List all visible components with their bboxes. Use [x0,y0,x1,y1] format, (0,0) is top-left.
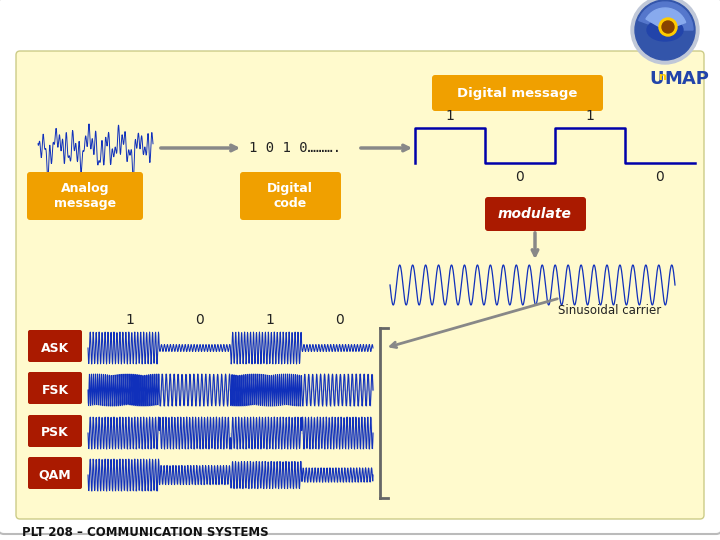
Text: PSK: PSK [41,427,69,440]
Text: 0: 0 [516,170,524,184]
Text: ASK: ASK [41,341,69,354]
Text: 1 0 1 0……….: 1 0 1 0………. [249,141,341,155]
Text: Digital
code: Digital code [267,182,313,210]
Text: QAM: QAM [39,469,71,482]
Text: ni: ni [658,72,670,82]
Text: modulate: modulate [498,207,572,221]
FancyBboxPatch shape [28,415,82,447]
Circle shape [631,0,699,64]
Text: 1: 1 [446,109,454,123]
Text: 0: 0 [196,313,204,327]
Circle shape [659,18,677,36]
FancyBboxPatch shape [28,372,82,404]
Text: Analog
message: Analog message [54,182,116,210]
FancyBboxPatch shape [485,197,586,231]
Circle shape [662,21,674,33]
Text: 0: 0 [336,313,344,327]
Circle shape [635,0,695,60]
FancyBboxPatch shape [432,75,603,111]
Text: 1: 1 [585,109,595,123]
Text: U: U [649,70,665,88]
FancyBboxPatch shape [28,457,82,489]
Text: 1: 1 [125,313,135,327]
Text: Digital message: Digital message [456,86,577,99]
Text: 0: 0 [656,170,665,184]
Text: 1: 1 [266,313,274,327]
FancyBboxPatch shape [27,172,143,220]
Text: Sinusoidal carrier: Sinusoidal carrier [559,303,662,316]
FancyBboxPatch shape [28,330,82,362]
Wedge shape [639,2,693,30]
FancyBboxPatch shape [16,51,704,519]
Text: PLT 208 – COMMUNICATION SYSTEMS: PLT 208 – COMMUNICATION SYSTEMS [22,525,269,538]
FancyBboxPatch shape [240,172,341,220]
Ellipse shape [647,19,683,41]
Text: FSK: FSK [42,383,68,396]
Wedge shape [646,8,685,30]
Text: MAP: MAP [665,70,709,88]
